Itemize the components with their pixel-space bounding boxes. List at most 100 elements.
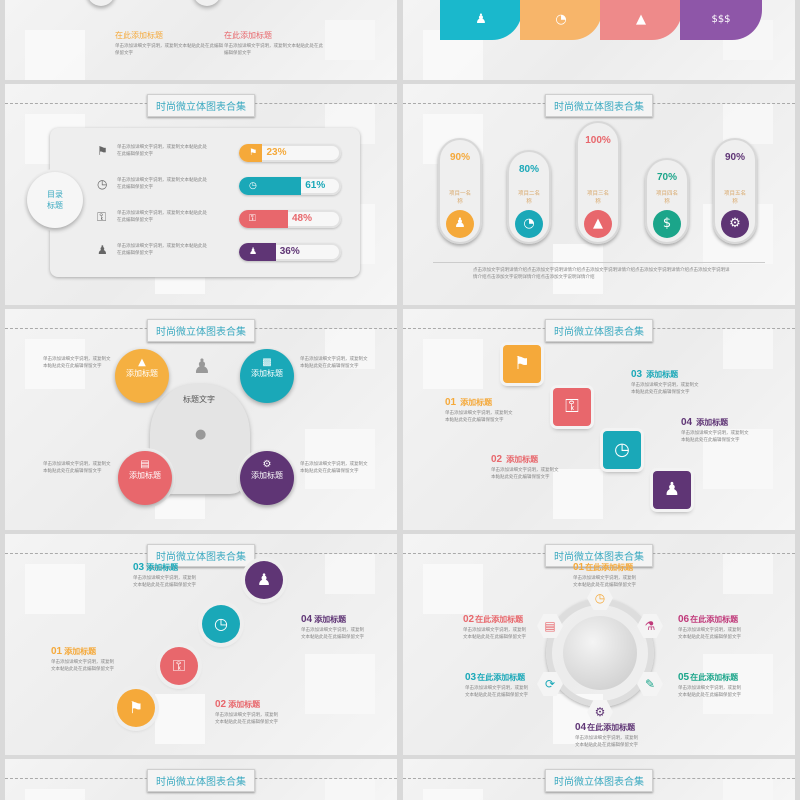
progress-bar: ◷ bbox=[239, 177, 341, 195]
pie-chart-icon: ◔ bbox=[520, 0, 602, 40]
step-number: 02 bbox=[491, 454, 503, 465]
divider bbox=[433, 262, 765, 263]
body-text: 单击添加详细文字说明，或复制文本黏贴此处在此编辑保留文字 bbox=[300, 357, 368, 369]
gray-circle bbox=[87, 0, 115, 6]
clock-icon: ◷ bbox=[97, 177, 108, 191]
globe-icon bbox=[563, 616, 637, 690]
center-title: 标题文字 bbox=[183, 395, 215, 404]
step-number: 01 bbox=[51, 646, 63, 657]
slide-bottom-right[interactable]: 时尚微立体图表合集 bbox=[403, 759, 795, 800]
step-heading: 04 添加标题 bbox=[681, 417, 728, 428]
team-icon[interactable]: ♟ bbox=[245, 561, 283, 599]
step-text: 单击添加详细文字说明，或复制文本黏贴此处在此编辑保留文字 bbox=[301, 628, 364, 640]
team-icon[interactable]: ♟ bbox=[653, 471, 691, 509]
step-text: 单击添加详细文字说明，或复制文本黏贴此处在此编辑保留文字 bbox=[51, 660, 114, 672]
footer-text: 点击添加文字说明详情介绍点击添加文字说明详情介绍点击添加文字说明详情介绍点击添加… bbox=[473, 268, 730, 280]
circle-step-heading: 04 添加标题 bbox=[301, 614, 346, 625]
step-number: 04 bbox=[681, 417, 693, 428]
pie-chart-icon: ◔ bbox=[515, 210, 543, 238]
thumbs-up-icon: ▲ bbox=[138, 357, 146, 368]
globe-item-heading: 01在此添加标题 bbox=[573, 562, 633, 573]
item-text: 单击添加详细文字说明，或复制文本黏贴此处在此编辑保留文字 bbox=[573, 576, 636, 588]
key-hand-icon: ⚿ bbox=[97, 210, 107, 224]
progress-percent: 23% bbox=[266, 147, 287, 158]
item-label: 在此添加标题 bbox=[475, 615, 524, 624]
item-number: 04 bbox=[575, 722, 587, 733]
slide-steps[interactable]: 时尚微立体图表合集 ⚑ ⚿ ◷ ♟ 01 添加标题单击添加详细文字说明，或复制文本黏贴此处… bbox=[403, 309, 795, 530]
step-label: 添加标题 bbox=[146, 563, 179, 572]
body-text: 单击添加详细文字说明，或复制文本黏贴此处在此编辑保留文字 bbox=[43, 357, 111, 369]
progress-fill: ⚿ bbox=[239, 210, 288, 228]
item-text: 单击添加详细文字说明，或复制文本黏贴此处在此编辑保留文字 bbox=[678, 628, 741, 640]
heading-1: 在此添加标题 bbox=[115, 31, 163, 40]
key-hand-icon[interactable]: ⚿ bbox=[553, 388, 591, 426]
slide-progress-bars[interactable]: 时尚微立体图表合集 目录标题 ⚑ 单击添加详细文字说明，或复制文本黏贴此处在此编辑… bbox=[5, 84, 397, 305]
progress-bar: ⚑ bbox=[239, 144, 341, 162]
body-text: 单击添加详细文字说明，或复制文本黏贴此处在此编辑保留文字 bbox=[43, 462, 111, 474]
growth-chart-icon: ▲ bbox=[600, 0, 682, 40]
slide-title: 时尚微立体图表合集 bbox=[545, 769, 653, 792]
money-bags-icon: $$$ bbox=[680, 0, 762, 40]
key-hand-icon[interactable]: ⚿ bbox=[160, 647, 198, 685]
step-label: 添加标题 bbox=[646, 370, 679, 379]
heading-2: 在此添加标题 bbox=[224, 31, 272, 40]
globe-item-heading: 02在此添加标题 bbox=[463, 614, 523, 625]
slide-globe[interactable]: 时尚微立体图表合集 ◷ ▤ ⟳ ⚙ ✎ ⚗ 01在此添加标题 单击添加详细文字说明，或复制文本… bbox=[403, 534, 795, 755]
catalog-circle[interactable]: 目录标题 bbox=[27, 172, 83, 228]
bar-chart-icon: ▩ bbox=[262, 357, 272, 368]
globe-item-heading: 06在此添加标题 bbox=[678, 614, 738, 625]
pill-name: 项目五名称 bbox=[724, 191, 747, 205]
pill-card[interactable]: 90% 项目五名称 ⚙ bbox=[713, 138, 757, 244]
step-text: 单击添加详细文字说明，或复制文本黏贴此处在此编辑保留文字 bbox=[445, 411, 513, 423]
item-label: 在此添加标题 bbox=[690, 615, 739, 624]
progress-percent: 36% bbox=[279, 246, 300, 257]
pill-card[interactable]: 90% 项目一名称 ♟ bbox=[438, 138, 482, 244]
cycle-item-3[interactable]: ▤ 添加标题 bbox=[118, 451, 172, 505]
money-bags-icon: $ bbox=[653, 210, 681, 238]
slide-title: 时尚微立体图表合集 bbox=[147, 544, 255, 567]
item-number: 06 bbox=[678, 614, 690, 625]
globe-item-heading: 03在此添加标题 bbox=[465, 672, 525, 683]
progress-fill: ⚑ bbox=[239, 144, 263, 162]
slide-pills[interactable]: 时尚微立体图表合集 90% 项目一名称 ♟ 80% 项目二名称 ◔ 100% 项目三名称 ▲ 70… bbox=[403, 84, 795, 305]
item-number: 02 bbox=[463, 614, 475, 625]
person-icon: ♟ bbox=[446, 210, 474, 238]
pill-card[interactable]: 80% 项目二名称 ◔ bbox=[507, 150, 551, 244]
step-number: 04 bbox=[301, 614, 313, 625]
cycle-label: 添加标题 bbox=[251, 369, 283, 378]
progress-bar: ♟ bbox=[239, 243, 341, 261]
item-text: 单击添加详细文字说明，或复制文本黏贴此处在此编辑保留文字 bbox=[678, 686, 741, 698]
progress-bar: ⚿ bbox=[239, 210, 341, 228]
pill-percent: 80% bbox=[518, 164, 539, 175]
slide-top-left[interactable]: 在此添加标题 单击添加详细文字说明，或复制文本黏贴此处在此编辑保留文字 在此添加… bbox=[5, 0, 397, 80]
globe-item-heading: 04在此添加标题 bbox=[575, 722, 635, 733]
cycle-item-1[interactable]: ▲ 添加标题 bbox=[115, 349, 169, 403]
slide-bottom-left[interactable]: 时尚微立体图表合集 bbox=[5, 759, 397, 800]
climber-icon[interactable]: ⚑ bbox=[117, 689, 155, 727]
body-text: 单击添加详细文字说明，或复制文本黏贴此处在此编辑保留文字 bbox=[224, 44, 323, 56]
row-text: 单击添加详细文字说明，或复制文本黏贴此处在此编辑保留文字 bbox=[117, 244, 207, 256]
slide-cycle[interactable]: 时尚微立体图表合集 ♟ 标题文字 ● ▲ 添加标题 ▩ 添加标题 ▤ 添加标题 ⚙ 添加… bbox=[5, 309, 397, 530]
clock-icon[interactable]: ◷ bbox=[603, 431, 641, 469]
slide-top-right[interactable]: ♟ ◔ ▲ $$$ bbox=[403, 0, 795, 80]
item-label: 在此添加标题 bbox=[477, 673, 526, 682]
slide-title: 时尚微立体图表合集 bbox=[545, 319, 653, 342]
circle-step-heading: 01 添加标题 bbox=[51, 646, 96, 657]
progress-percent: 61% bbox=[305, 180, 326, 191]
cycle-item-4[interactable]: ⚙ 添加标题 bbox=[240, 451, 294, 505]
progress-fill: ♟ bbox=[239, 243, 276, 261]
bulb-icon: ● bbox=[195, 427, 207, 442]
climber-icon[interactable]: ⚑ bbox=[503, 345, 541, 383]
slide-title: 时尚微立体图表合集 bbox=[147, 319, 255, 342]
clock-icon[interactable]: ◷ bbox=[202, 605, 240, 643]
pill-percent: 100% bbox=[585, 135, 611, 146]
step-number: 01 bbox=[445, 397, 457, 408]
person-icon: ♟ bbox=[440, 0, 522, 40]
pill-card[interactable]: 70% 项目四名称 $ bbox=[645, 158, 689, 244]
cycle-item-2[interactable]: ▩ 添加标题 bbox=[240, 349, 294, 403]
item-number: 01 bbox=[573, 562, 585, 573]
pill-card[interactable]: 100% 项目三名称 ▲ bbox=[576, 121, 620, 244]
gray-circle bbox=[193, 0, 221, 6]
slide-circle-path[interactable]: 时尚微立体图表合集 ⚑ ⚿ ◷ ♟ 01 添加标题 单击添加详细文字说明，或复制文本黏贴此处… bbox=[5, 534, 397, 755]
step-number: 03 bbox=[631, 369, 643, 380]
